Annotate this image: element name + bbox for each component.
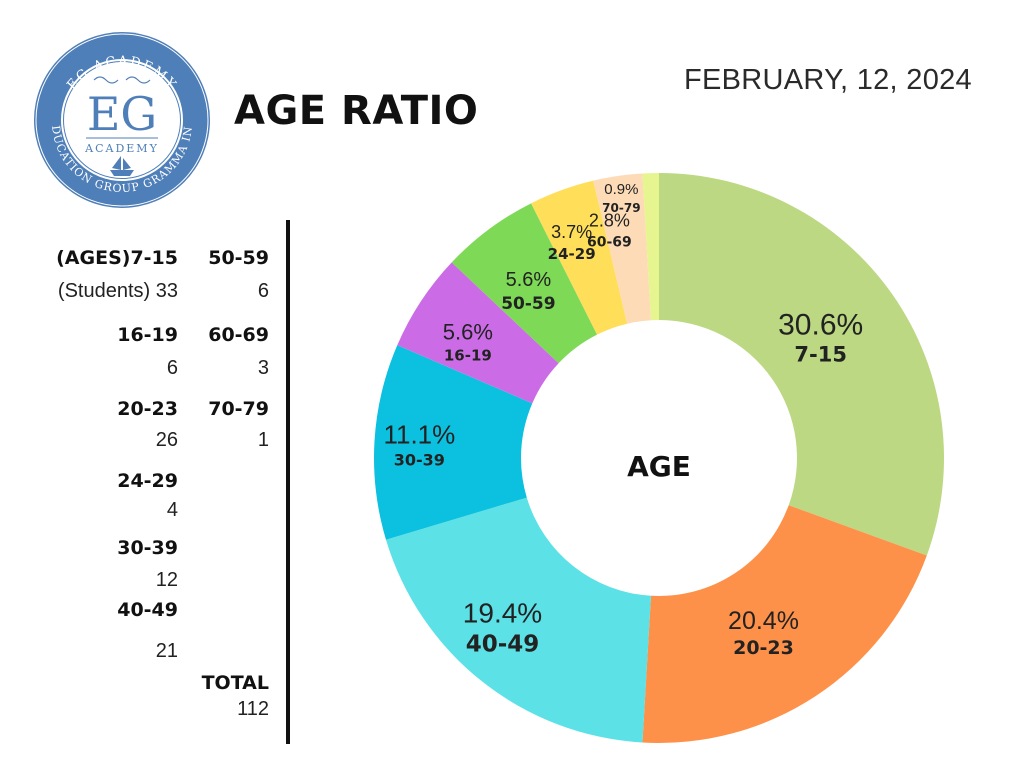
slice-category-label-70-79: 70-79 <box>602 201 640 215</box>
ship-icon <box>110 156 134 176</box>
legend-label-16-19: 16-19 <box>117 324 178 346</box>
legend-label-70-79: 70-79 <box>208 398 269 420</box>
slice-pct-label-40-49: 19.4% <box>463 597 542 628</box>
slice-pct-label-60-69: 2.8% <box>589 210 630 230</box>
slice-category-label-60-69: 60-69 <box>587 234 632 250</box>
legend-label-40-49: 40-49 <box>117 599 178 621</box>
slice-category-label-7-15: 7-15 <box>794 342 847 366</box>
legend-label-50-59: 50-59 <box>208 247 269 269</box>
legend-label-60-69: 60-69 <box>208 324 269 346</box>
legend-value-16-19: 6 <box>166 357 178 379</box>
slice-40-49 <box>385 497 651 743</box>
legend-label-30-39: 30-39 <box>117 537 178 559</box>
legend-value-60-69: 3 <box>257 357 269 379</box>
slice-category-label-30-39: 30-39 <box>394 451 445 470</box>
slice-20-23 <box>642 505 927 743</box>
slice-pct-label-7-15: 30.6% <box>778 308 863 341</box>
slice-category-label-50-59: 50-59 <box>501 294 555 314</box>
legend-value-70-79: 1 <box>257 429 269 451</box>
legend-total-label: TOTAL <box>201 672 269 694</box>
slice-50-59 <box>451 203 598 364</box>
chart-center-label: AGE <box>627 450 691 483</box>
slice-pct-label-20-23: 20.4% <box>728 607 799 635</box>
slice-7-15 <box>659 173 944 556</box>
slice-category-label-40-49: 40-49 <box>466 631 540 657</box>
logo-mark: EG <box>87 87 157 141</box>
slice-24-29 <box>531 180 628 335</box>
legend-divider <box>286 220 290 744</box>
slice-category-label-20-23: 20-23 <box>733 637 794 659</box>
slice-70-79 <box>642 173 659 321</box>
legend-label-24-29: 24-29 <box>117 470 178 492</box>
slice-category-label-24-29: 24-29 <box>548 245 596 263</box>
legend-value-40-49: 21 <box>155 640 178 662</box>
legend-value-7-15: (Students) 33 <box>57 280 178 302</box>
legend-total-value: 112 <box>237 698 269 720</box>
logo-sub: ACADEMY <box>84 142 159 155</box>
age-donut-chart: 30.6%7-15 20.4%20-23 19.4% 40-49 11.1%30-39 5… <box>374 173 944 743</box>
legend-value-30-39: 12 <box>155 569 178 591</box>
slice-pct-label-16-19: 5.6% <box>443 320 493 345</box>
slice-category-label-16-19: 16-19 <box>444 347 492 365</box>
legend-label-7-15: (AGES)7-15 <box>56 247 178 269</box>
eg-academy-logo: EG ACADEMY EDUCATION GROUP GRAMMA INC EG… <box>32 30 210 208</box>
slice-pct-label-70-79: 0.9% <box>604 181 638 198</box>
slice-pct-label-24-29: 3.7% <box>551 222 592 242</box>
slice-16-19 <box>397 262 559 404</box>
legend-value-20-23: 26 <box>155 429 178 451</box>
legend-value-50-59: 6 <box>257 280 269 302</box>
ornament-icon <box>93 76 151 84</box>
slice-pct-label-50-59: 5.6% <box>506 269 552 291</box>
page-title: AGE RATIO <box>234 88 479 134</box>
legend-label-20-23: 20-23 <box>117 398 178 420</box>
slice-pct-label-30-39: 11.1% <box>383 420 455 450</box>
slice-60-69 <box>593 173 651 324</box>
date-label: FEBRUARY, 12, 2024 <box>683 64 972 96</box>
slice-30-39 <box>374 345 533 540</box>
legend-value-24-29: 4 <box>166 499 178 521</box>
